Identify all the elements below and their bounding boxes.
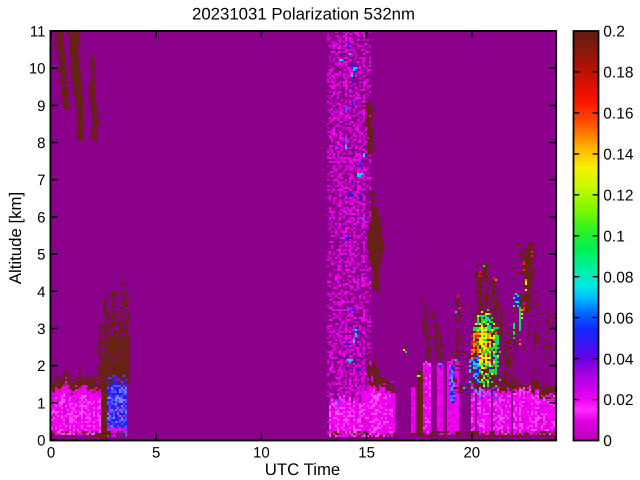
- svg-text:1: 1: [37, 395, 45, 412]
- svg-text:0: 0: [37, 433, 45, 450]
- svg-text:3: 3: [37, 321, 45, 338]
- svg-text:Altitude [km]: Altitude [km]: [6, 192, 25, 284]
- svg-text:0.12: 0.12: [603, 188, 633, 205]
- svg-text:4: 4: [37, 284, 45, 301]
- svg-text:0: 0: [47, 445, 55, 462]
- svg-text:15: 15: [358, 445, 375, 462]
- svg-text:0.08: 0.08: [603, 269, 633, 286]
- svg-text:2: 2: [37, 358, 45, 375]
- svg-text:8: 8: [37, 135, 45, 152]
- svg-text:9: 9: [37, 98, 45, 115]
- svg-text:0.2: 0.2: [603, 24, 625, 41]
- svg-text:7: 7: [37, 172, 45, 189]
- svg-text:5: 5: [152, 445, 160, 462]
- svg-text:6: 6: [37, 209, 45, 226]
- svg-text:UTC Time: UTC Time: [265, 460, 341, 479]
- svg-text:0.06: 0.06: [603, 310, 633, 327]
- svg-text:0.04: 0.04: [603, 351, 634, 368]
- svg-text:0.1: 0.1: [603, 228, 625, 245]
- svg-text:5: 5: [37, 247, 45, 264]
- svg-text:20: 20: [463, 445, 480, 462]
- svg-text:10: 10: [29, 61, 46, 78]
- svg-text:20231031 Polarization 532nm: 20231031 Polarization 532nm: [192, 4, 415, 23]
- svg-text:10: 10: [253, 445, 270, 462]
- svg-text:11: 11: [30, 24, 46, 41]
- svg-text:0.16: 0.16: [603, 106, 633, 123]
- svg-text:0.18: 0.18: [603, 65, 633, 82]
- svg-text:0: 0: [603, 433, 612, 450]
- svg-text:0.02: 0.02: [603, 392, 633, 409]
- svg-text:0.14: 0.14: [603, 147, 634, 164]
